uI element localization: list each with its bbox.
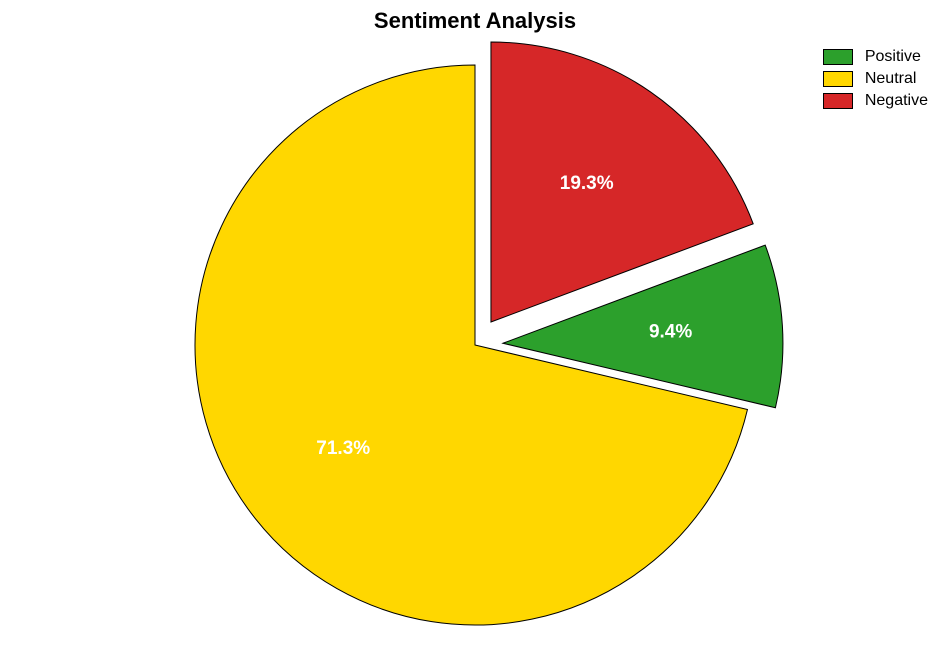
legend-label: Negative (865, 92, 928, 110)
legend-swatch (823, 71, 853, 87)
legend-label: Neutral (865, 70, 917, 88)
legend-item-neutral: Neutral (823, 70, 928, 88)
legend-item-positive: Positive (823, 48, 928, 66)
legend-item-negative: Negative (823, 92, 928, 110)
legend-label: Positive (865, 48, 921, 66)
slice-label-neutral: 71.3% (316, 438, 370, 459)
pie-svg: 19.3% 9.4% 71.3% (0, 0, 950, 662)
slice-label-positive: 9.4% (649, 322, 692, 343)
slice-label-negative: 19.3% (560, 173, 614, 194)
legend-swatch (823, 93, 853, 109)
legend: Positive Neutral Negative (823, 48, 928, 114)
sentiment-pie-chart: Sentiment Analysis 19.3%9.4%71.3% Positi… (0, 0, 950, 662)
legend-swatch (823, 49, 853, 65)
